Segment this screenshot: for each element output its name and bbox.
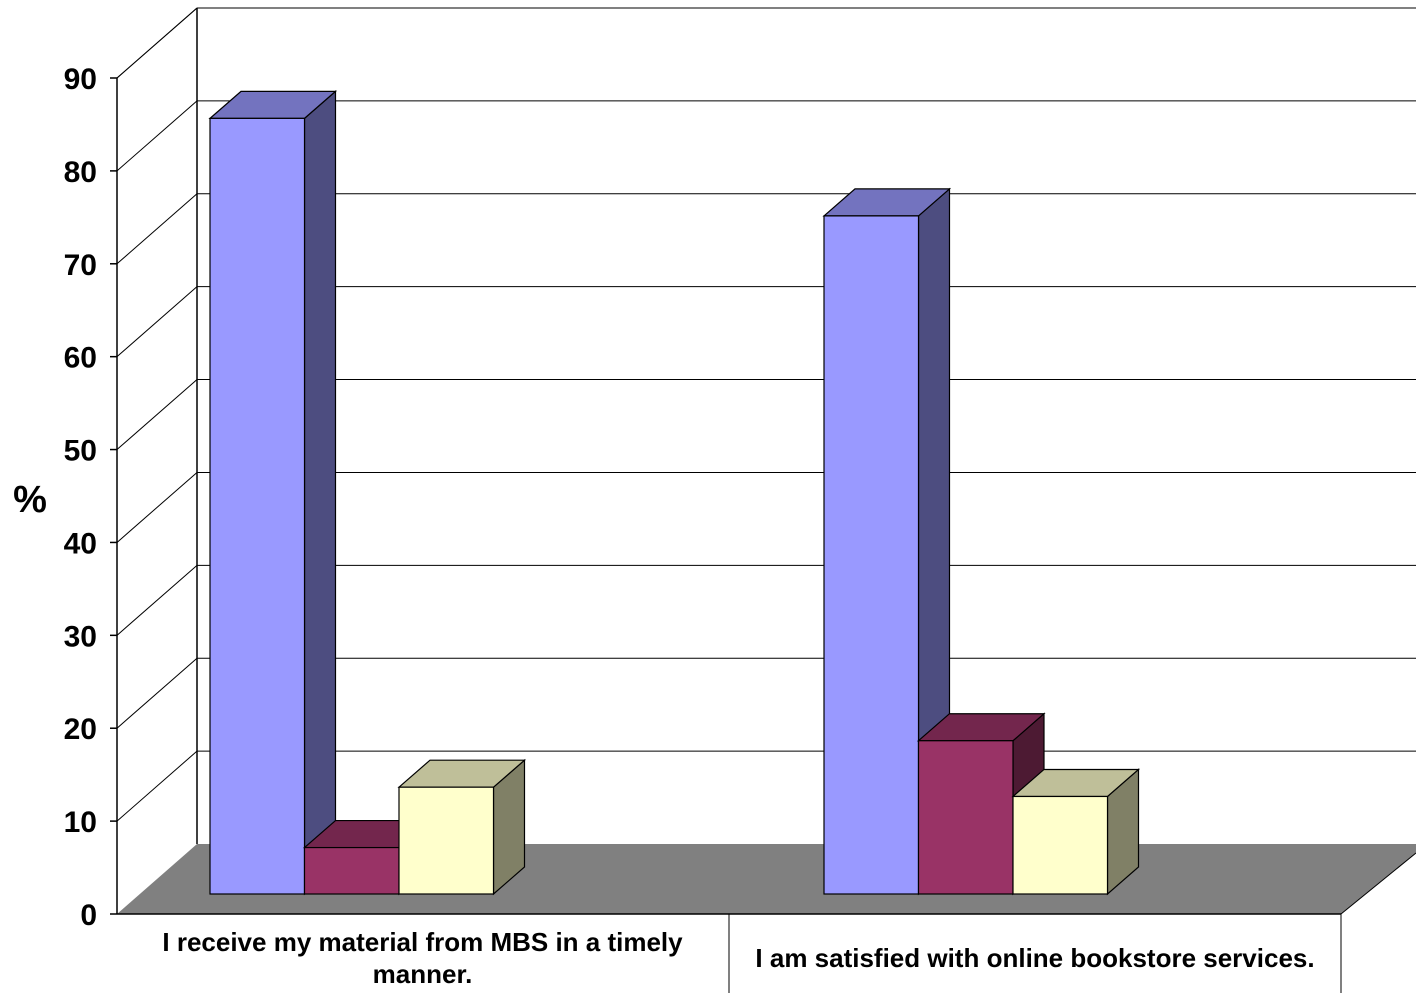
bar [822, 187, 952, 896]
y-tick-label: 10 [64, 806, 97, 839]
floor-front-right-edge [1340, 852, 1416, 915]
bar [397, 758, 527, 896]
wall-gridline [116, 100, 198, 172]
y-tick-label: 0 [80, 899, 97, 932]
y-tick-label: 70 [64, 249, 97, 282]
bar-front [303, 846, 400, 895]
y-axis-label: % [13, 479, 47, 521]
wall-gridline [116, 564, 198, 636]
y-tick-label: 50 [64, 435, 97, 468]
gridlines [116, 7, 1416, 822]
wall-gridline [116, 750, 198, 822]
y-tick-label: 40 [64, 527, 97, 560]
y-tick-label: 30 [64, 620, 97, 653]
bars [208, 90, 1141, 896]
bar-front [917, 740, 1014, 895]
category-label-1: I receive my material from MBS in a time… [162, 927, 683, 989]
y-tick-label: 20 [64, 713, 97, 746]
y-tick-label: 60 [64, 342, 97, 375]
category-label-2: I am satisfied with online bookstore ser… [755, 943, 1315, 973]
wall-gridline [116, 286, 198, 358]
bar-front [1012, 795, 1109, 895]
bar-front [398, 786, 495, 895]
wall-gridline [116, 193, 198, 265]
wall-gridline [116, 379, 198, 450]
wall-gridline [116, 472, 198, 543]
y-tick-label: 80 [64, 156, 97, 189]
left-wall-top-edge [116, 7, 198, 79]
wall-gridline [116, 657, 198, 729]
bar-front [209, 117, 306, 895]
bar-front [823, 215, 920, 895]
bar [1011, 768, 1141, 896]
y-tick-label: 90 [64, 63, 97, 96]
y-ticks: 0 10 20 30 40 50 60 70 80 90 [64, 63, 117, 932]
bar-side [303, 90, 337, 896]
bar [208, 90, 338, 896]
